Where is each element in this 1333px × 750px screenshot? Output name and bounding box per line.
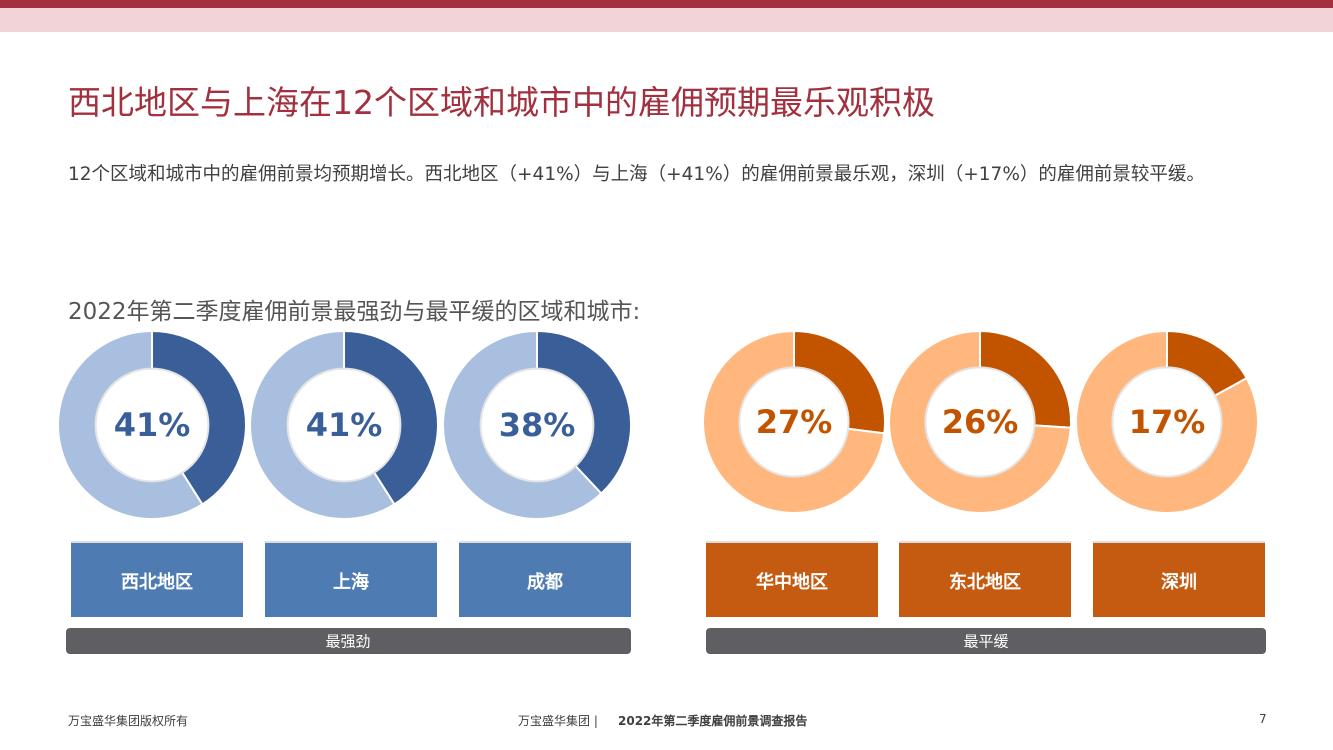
category-box [71,541,243,617]
slide-title: 西北地区与上海在12个区域和城市中的雇佣预期最乐观积极 [68,83,935,122]
group-bar [66,628,631,654]
donut-hole [1111,366,1223,478]
top-stripe [0,0,1333,8]
center-label: 26% [942,403,1019,441]
donut-hole [738,366,850,478]
footer-brand: 万宝盛华集团 | [518,714,598,728]
center-label: 17% [1129,403,1206,441]
category-box [265,541,437,617]
donut-hole [924,366,1036,478]
category-box [1093,541,1265,617]
category-label: 上海 [333,571,369,593]
footer-copyright: 万宝盛华集团版权所有 [68,714,189,728]
donut-hole [479,367,595,483]
donut-hole [94,367,210,483]
group-label: 最平缓 [963,633,1008,651]
center-label: 41% [306,406,383,444]
category-label: 成都 [527,571,563,593]
center-label: 41% [114,406,191,444]
subtitle: 2022年第二季度雇佣前景最强劲与最平缓的区域和城市: [68,299,641,325]
category-box [706,541,878,617]
category-label: 东北地区 [949,571,1021,593]
summary: 12个区域和城市中的雇佣前景均预期增长。西北地区（+41%）与上海（+41%）的… [68,164,1205,185]
footer-report: 2022年第二季度雇佣前景调查报告 [618,714,808,728]
category-box [459,541,631,617]
page-number: 7 [1259,712,1267,726]
category-label: 华中地区 [756,571,828,593]
category-box [899,541,1071,617]
donut-hole [286,367,402,483]
center-label: 27% [756,403,833,441]
top-band [0,8,1333,32]
group-bar [706,628,1266,654]
category-label: 西北地区 [121,571,193,593]
group-label: 最强劲 [325,633,370,651]
category-label: 深圳 [1161,571,1197,593]
charts: 最强劲 最平缓 41% 西北地区 41% 上海 38% 成都 27% 华中地区 26% 东北地区 1… [57,329,1266,654]
center-label: 38% [499,406,576,444]
